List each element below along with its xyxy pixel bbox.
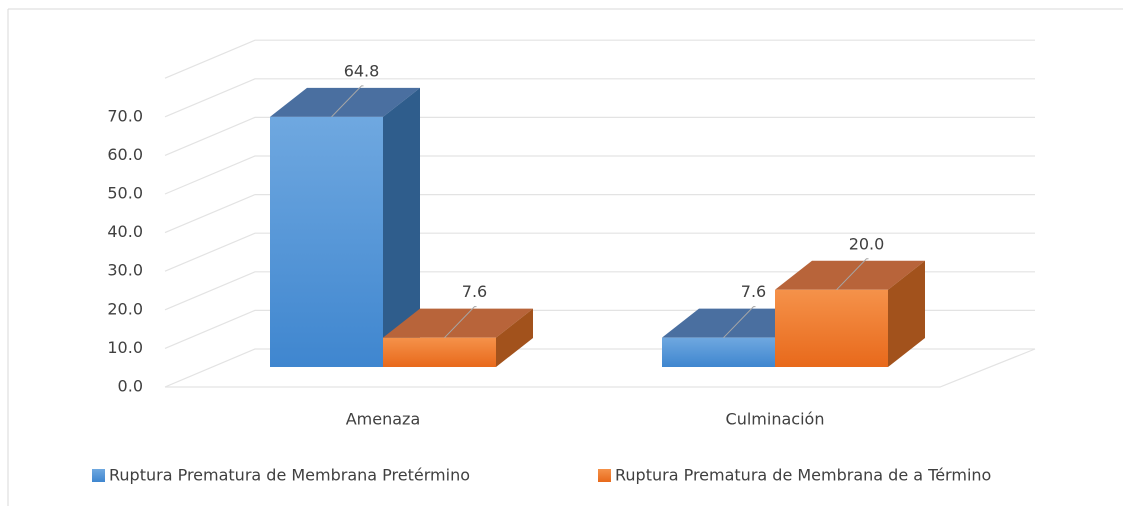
y-tick-label: 40.0 [107, 222, 143, 241]
data-label: 20.0 [849, 234, 885, 253]
legend-label: Ruptura Prematura de Membrana Pretérmino [109, 466, 470, 485]
floor [165, 348, 1036, 388]
data-label: 64.8 [344, 61, 380, 80]
bar [662, 337, 775, 367]
bar [775, 289, 888, 367]
legend-swatch [92, 469, 105, 482]
bar-side [383, 87, 420, 367]
data-label: 7.6 [462, 282, 487, 301]
grid-line [164, 39, 1035, 79]
y-tick-label: 30.0 [107, 261, 143, 280]
bar-side [496, 308, 533, 367]
x-tick-label: Amenaza [346, 410, 421, 429]
grid-line [164, 194, 1035, 234]
bar-side [888, 260, 925, 367]
grid-line [164, 116, 1035, 156]
y-tick-label: 60.0 [107, 145, 143, 164]
legend-swatch [598, 469, 611, 482]
y-tick-label: 10.0 [107, 338, 143, 357]
leader-line [444, 306, 477, 339]
y-tick-label: 20.0 [107, 299, 143, 318]
grid-line [164, 78, 1035, 118]
leader-line [723, 306, 756, 339]
y-tick-label: 50.0 [107, 184, 143, 203]
data-label: 7.6 [741, 282, 766, 301]
y-tick-label: 70.0 [107, 106, 143, 125]
grid-line [164, 155, 1035, 195]
x-tick-label: Culminación [726, 410, 825, 429]
y-tick-label: 0.0 [118, 377, 143, 396]
grid-line [164, 232, 1035, 272]
grid-line [164, 271, 1035, 311]
leader-line [836, 258, 869, 291]
legend-label: Ruptura Prematura de Membrana de a Térmi… [615, 466, 991, 485]
leader-line [331, 85, 364, 118]
bar [383, 337, 496, 367]
bar [270, 116, 383, 367]
